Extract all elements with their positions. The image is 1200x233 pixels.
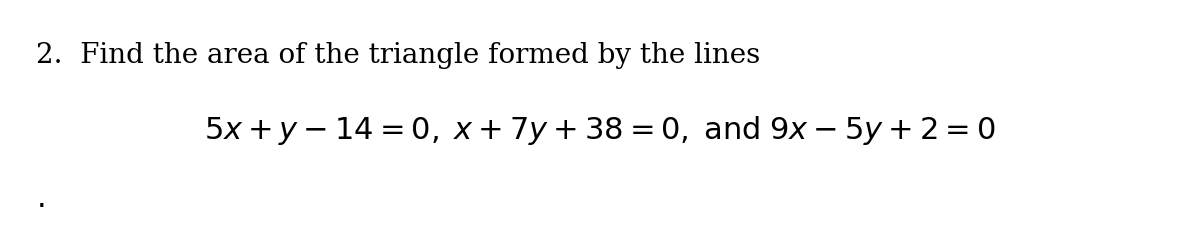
Text: $5x + y - 14 = 0, \; x + 7y + 38 = 0, \; \text{and} \; 9x - 5y + 2 = 0$: $5x + y - 14 = 0, \; x + 7y + 38 = 0, \;… — [204, 114, 996, 147]
Text: 2.  Find the area of the triangle formed by the lines: 2. Find the area of the triangle formed … — [36, 42, 761, 69]
Text: $.$: $.$ — [36, 183, 44, 214]
